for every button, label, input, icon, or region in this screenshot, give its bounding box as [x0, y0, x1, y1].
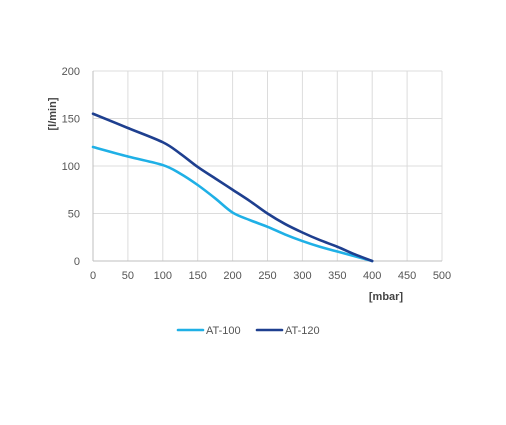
- x-tick-label: 450: [398, 270, 416, 282]
- x-tick-label: 200: [223, 270, 241, 282]
- y-tick-label: 0: [74, 256, 80, 268]
- x-tick-label: 100: [154, 270, 172, 282]
- series-line-at-100: [91, 145, 374, 263]
- x-tick-label: 250: [258, 270, 276, 282]
- x-axis-title: [mbar]: [369, 291, 404, 303]
- legend-label-at-100: AT-100: [206, 325, 241, 337]
- y-tick-label: 100: [62, 161, 80, 173]
- tick-labels: 0 50 100 150 200 250 300 350 400 450 500 0 50 100 150 2…: [62, 66, 452, 282]
- series-lines: [91, 112, 374, 263]
- grid: [93, 70, 443, 261]
- y-tick-label: 150: [62, 114, 80, 126]
- y-axis-title: [l/min]: [47, 97, 59, 130]
- axes: [92, 71, 442, 262]
- x-tick-label: 50: [122, 270, 134, 282]
- series-line-at-120: [91, 112, 374, 263]
- y-tick-label: 200: [62, 66, 80, 78]
- x-tick-label: 400: [363, 270, 381, 282]
- x-tick-label: 350: [328, 270, 346, 282]
- y-tick-label: 50: [68, 209, 80, 221]
- x-tick-label: 150: [189, 270, 207, 282]
- legend-label-at-120: AT-120: [285, 325, 320, 337]
- x-tick-label: 0: [90, 270, 96, 282]
- x-tick-label: 300: [293, 270, 311, 282]
- legend: AT-100 AT-120: [176, 325, 320, 337]
- x-tick-label: 500: [433, 270, 451, 282]
